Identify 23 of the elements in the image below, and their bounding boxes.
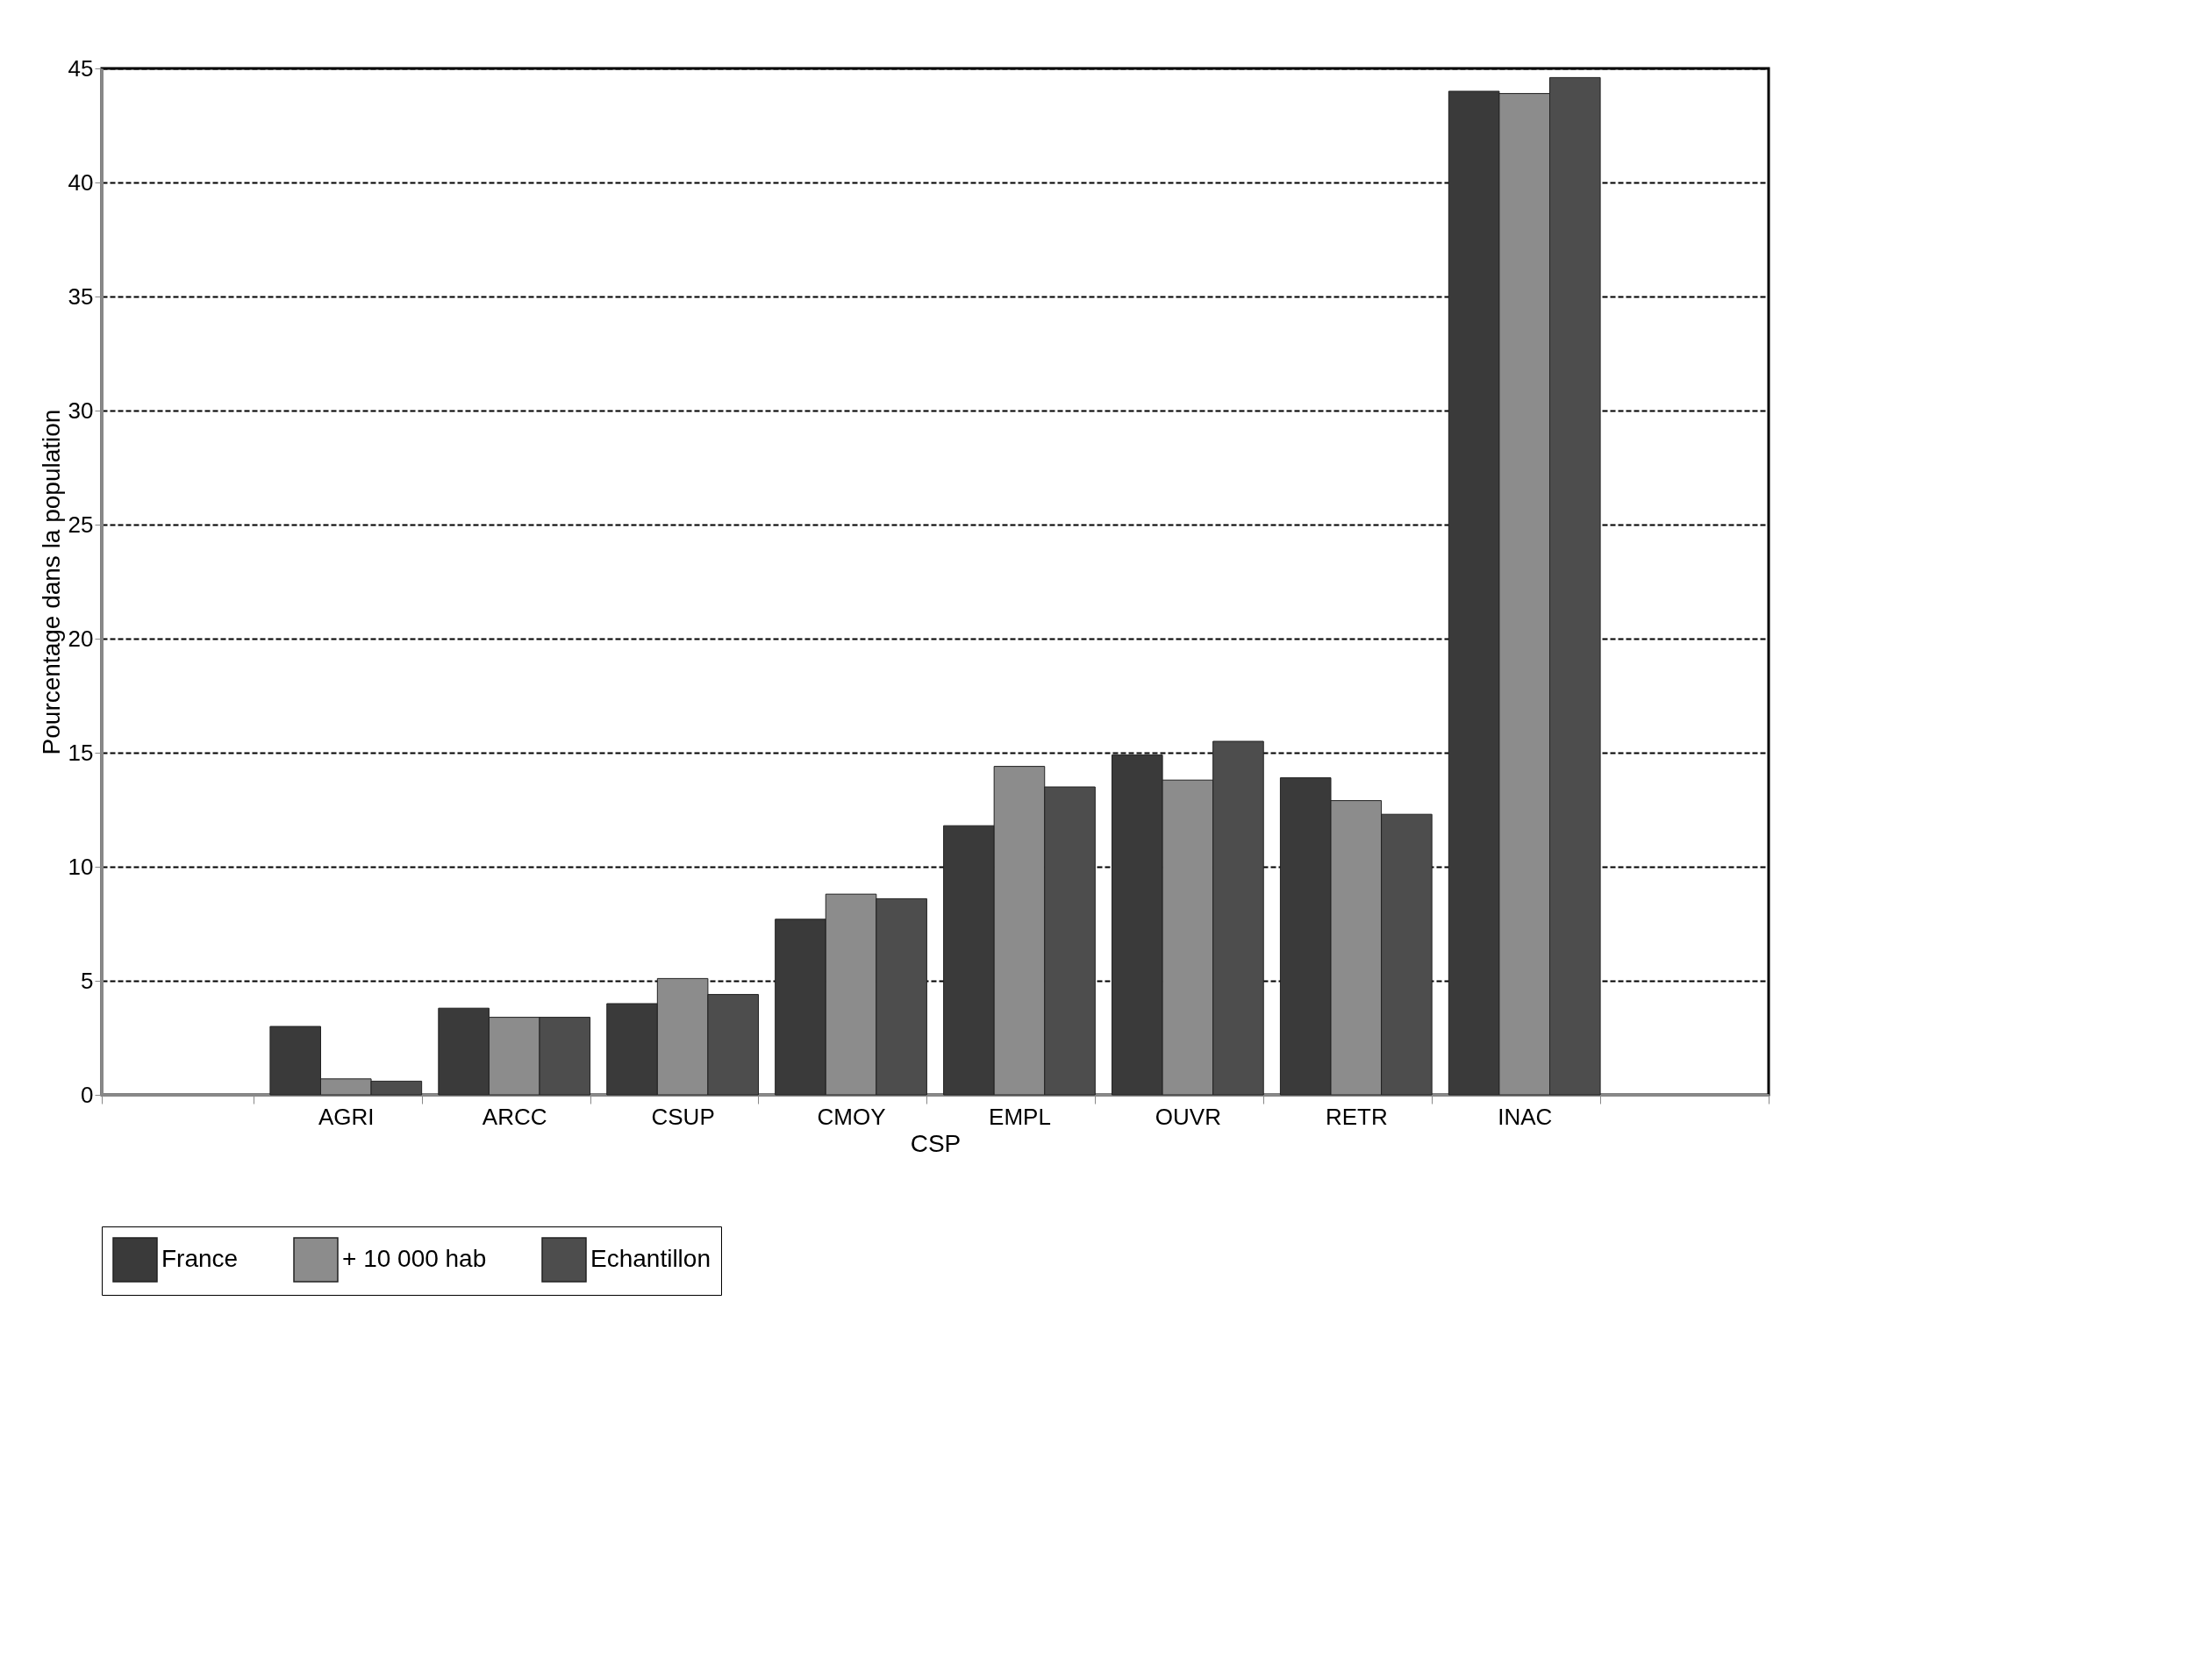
x-axis-title: CSP [910,1129,962,1157]
y-tick-label: 25 [68,511,94,538]
y-tick-label: 5 [81,967,94,994]
y-tick-label: 45 [68,54,94,82]
y-tick-label: 20 [68,625,94,652]
legend-label: France [161,1245,239,1272]
y-tick-label: 40 [68,168,94,196]
x-tick-label: CMOY [817,1103,886,1130]
x-tick-label: OUVR [1155,1103,1221,1130]
y-tick-label: 30 [68,397,94,424]
legend-label: + 10 000 hab [342,1245,487,1272]
y-tick-label: 0 [81,1081,94,1108]
y-tick-label: 35 [68,282,94,310]
x-tick-label: INAC [1498,1103,1553,1130]
y-tick-label: 15 [68,739,94,766]
x-tick-label: ARCC [482,1103,547,1130]
y-axis-title: Pourcentage dans la population [37,409,65,755]
x-tick-label: AGRI [318,1103,375,1130]
legend-label: Echantillon [590,1245,711,1272]
x-tick-label: EMPL [989,1103,1051,1130]
y-tick-label: 10 [68,853,94,880]
x-tick-label: RETR [1325,1103,1388,1130]
x-tick-label: CSUP [651,1103,715,1130]
